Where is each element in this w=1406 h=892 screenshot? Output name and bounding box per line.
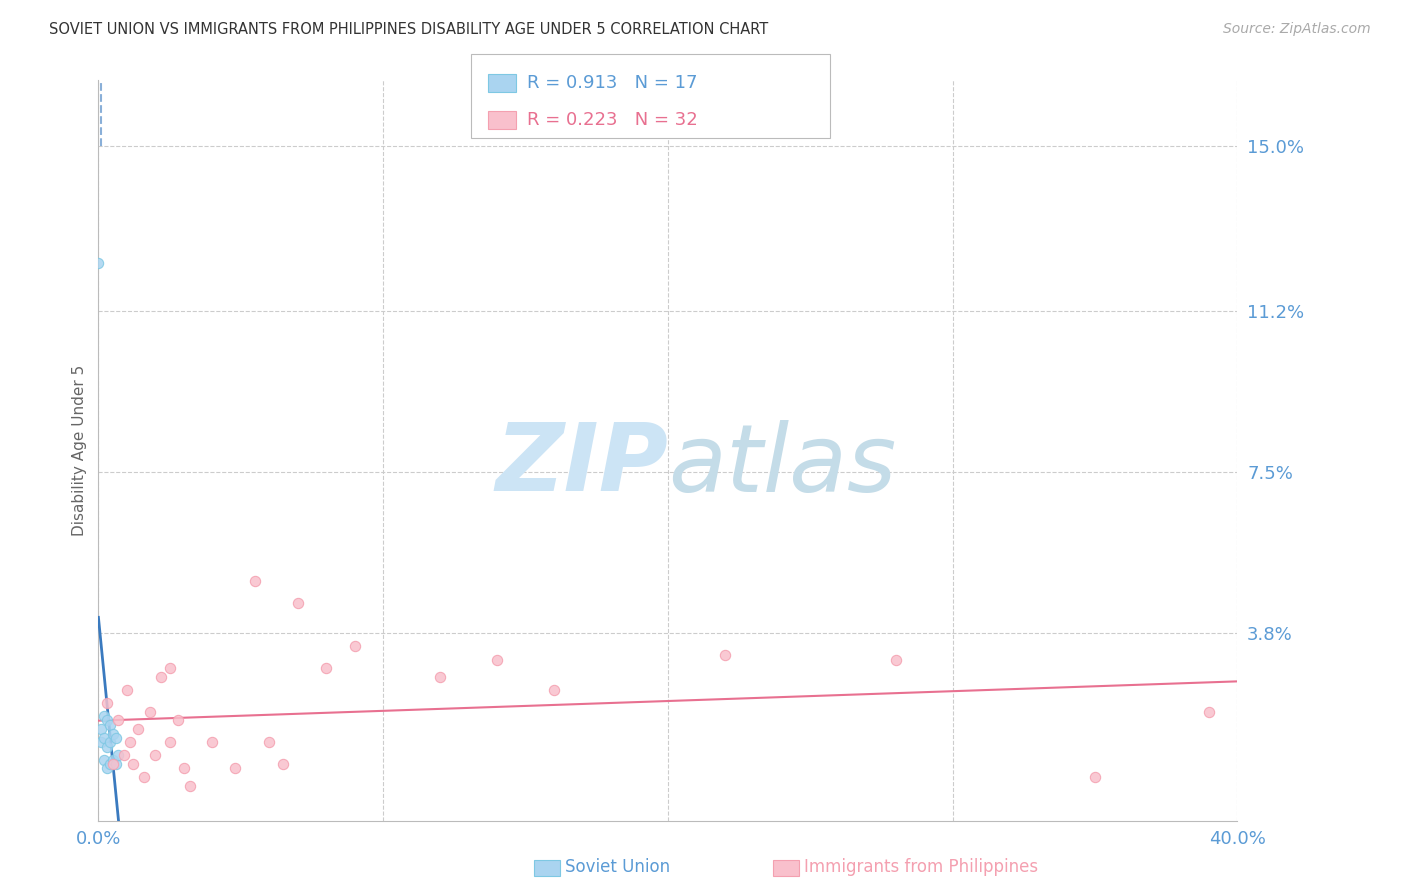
Point: [543, 683, 565, 698]
Text: Immigrants from Philippines: Immigrants from Philippines: [804, 858, 1039, 876]
Text: R = 0.223   N = 32: R = 0.223 N = 32: [527, 111, 697, 128]
Point: [93, 709, 115, 723]
Point: [145, 748, 167, 763]
Point: [287, 596, 309, 610]
Point: [96, 739, 118, 754]
Point: [1198, 705, 1220, 719]
Point: [101, 757, 124, 772]
Point: [107, 748, 129, 763]
Point: [224, 761, 246, 775]
Point: [112, 748, 135, 763]
Point: [93, 753, 115, 767]
Text: Soviet Union: Soviet Union: [565, 858, 671, 876]
Point: [132, 770, 155, 784]
Point: [1084, 770, 1107, 784]
Point: [173, 761, 195, 775]
Point: [101, 753, 124, 767]
Point: [159, 661, 181, 675]
Point: [201, 735, 224, 749]
Point: [98, 718, 121, 732]
Point: [150, 670, 173, 684]
Point: [98, 757, 121, 772]
Y-axis label: Disability Age Under 5: Disability Age Under 5: [72, 365, 87, 536]
Text: Source: ZipAtlas.com: Source: ZipAtlas.com: [1223, 22, 1371, 37]
Point: [315, 661, 337, 675]
Point: [101, 726, 124, 740]
Text: ZIP: ZIP: [495, 419, 668, 511]
Point: [884, 652, 907, 666]
Point: [93, 731, 115, 745]
Point: [96, 714, 118, 728]
Point: [87, 256, 110, 270]
Point: [259, 735, 281, 749]
Point: [167, 714, 190, 728]
Point: [98, 735, 121, 749]
Point: [118, 735, 141, 749]
Point: [104, 757, 127, 772]
Point: [127, 722, 149, 736]
Text: atlas: atlas: [668, 420, 896, 511]
Point: [138, 705, 160, 719]
Point: [714, 648, 737, 662]
Text: SOVIET UNION VS IMMIGRANTS FROM PHILIPPINES DISABILITY AGE UNDER 5 CORRELATION C: SOVIET UNION VS IMMIGRANTS FROM PHILIPPI…: [49, 22, 769, 37]
Point: [104, 731, 127, 745]
Point: [486, 652, 509, 666]
Text: R = 0.913   N = 17: R = 0.913 N = 17: [527, 74, 697, 92]
Point: [243, 574, 266, 588]
Point: [90, 722, 112, 736]
Point: [179, 779, 201, 793]
Point: [96, 761, 118, 775]
Point: [90, 735, 112, 749]
Point: [115, 683, 138, 698]
Point: [121, 757, 143, 772]
Point: [429, 670, 451, 684]
Point: [159, 735, 181, 749]
Point: [107, 714, 129, 728]
Point: [343, 640, 366, 654]
Point: [273, 757, 295, 772]
Point: [96, 696, 118, 710]
